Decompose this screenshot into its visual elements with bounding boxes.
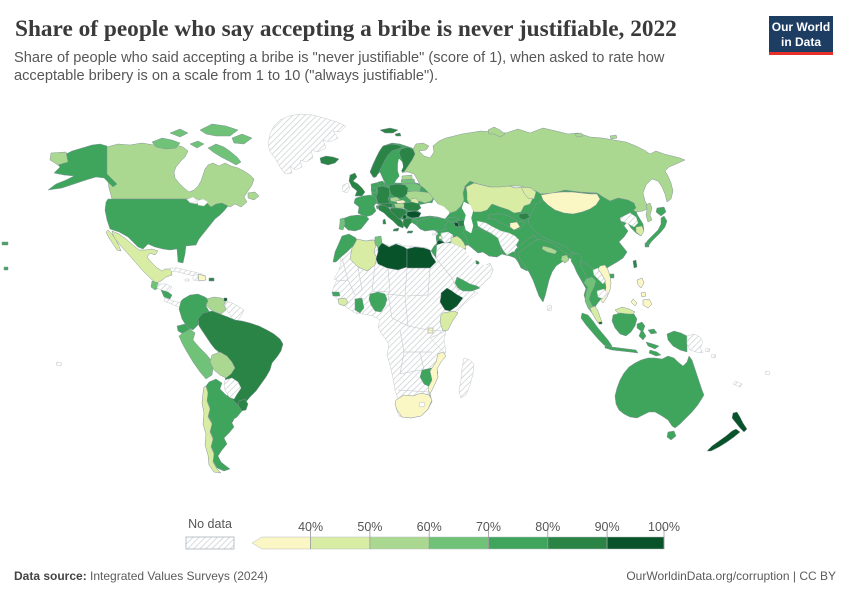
svg-text:50%: 50% [357, 520, 382, 534]
svg-text:No data: No data [188, 517, 232, 531]
svg-text:60%: 60% [417, 520, 442, 534]
svg-text:90%: 90% [595, 520, 620, 534]
svg-text:100%: 100% [648, 520, 680, 534]
svg-text:80%: 80% [535, 520, 560, 534]
svg-text:70%: 70% [476, 520, 501, 534]
svg-text:40%: 40% [298, 520, 323, 534]
